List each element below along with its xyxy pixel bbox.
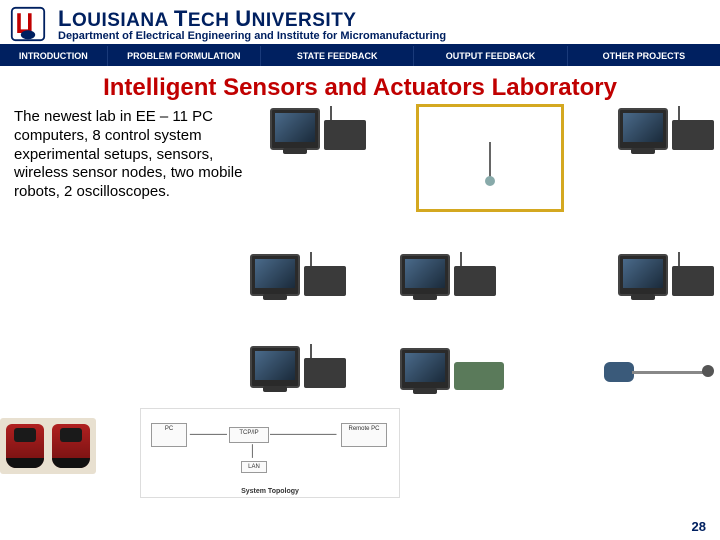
nav-other-projects[interactable]: OTHER PROJECTS (568, 46, 720, 66)
university-logo (10, 6, 46, 42)
content-area: The newest lab in EE – 11 PC computers, … (0, 108, 720, 508)
lab-image-6 (250, 346, 346, 388)
system-topology-diagram: PC TCP/IP Remote PC LAN System Topology (140, 408, 400, 498)
slide-header: LOUISIANA TECH UNIVERSITY Department of … (0, 0, 720, 46)
lab-image-7 (400, 348, 504, 390)
nav-state-feedback[interactable]: STATE FEEDBACK (261, 46, 414, 66)
lab-image-3 (250, 254, 346, 296)
nav-problem-formulation[interactable]: PROBLEM FORMULATION (108, 46, 261, 66)
page-number: 28 (692, 519, 706, 534)
body-paragraph: The newest lab in EE – 11 PC computers, … (14, 108, 244, 202)
crane-image (410, 98, 570, 218)
university-name: LOUISIANA TECH UNIVERSITY (58, 6, 710, 32)
mobile-robots-image (0, 418, 96, 474)
slide-title: Intelligent Sensors and Actuators Labora… (0, 74, 720, 102)
nav-bar: INTRODUCTION PROBLEM FORMULATION STATE F… (0, 46, 720, 66)
header-text-block: LOUISIANA TECH UNIVERSITY Department of … (58, 6, 710, 42)
diagram-caption: System Topology (241, 488, 299, 495)
lab-image-2 (618, 108, 714, 150)
nav-introduction[interactable]: INTRODUCTION (0, 46, 108, 66)
department-name: Department of Electrical Engineering and… (58, 30, 710, 42)
lab-image-4 (400, 254, 496, 296)
nav-output-feedback[interactable]: OUTPUT FEEDBACK (414, 46, 567, 66)
lab-image-1 (270, 108, 366, 150)
helicopter-rig-image (604, 346, 714, 386)
lab-image-5 (618, 254, 714, 296)
